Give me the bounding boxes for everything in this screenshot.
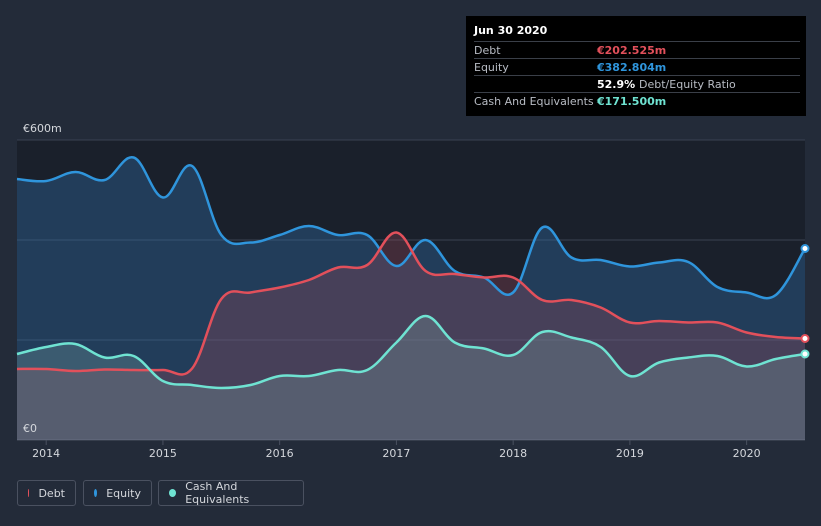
tooltip-cash-value: €171.500m	[597, 95, 667, 108]
x-tick-label: 2017	[382, 447, 410, 460]
label-layer: €0 €600m 2014 2015 2016 2017 2018 2019 2020	[23, 122, 761, 460]
legend-cash-label: Cash And Equivalents	[185, 480, 250, 506]
equity-dot-icon	[94, 489, 98, 497]
line-layer	[16, 156, 807, 390]
tooltip-equity-row: Equity €382.804m	[474, 58, 800, 76]
y-tick-label: €0	[23, 422, 37, 435]
equity-end-marker	[800, 244, 810, 253]
cash-dot-icon	[169, 489, 177, 497]
x-tick-label: 2015	[149, 447, 177, 460]
tooltip-debt-label: Debt	[474, 44, 501, 57]
legend-debt-label: Debt	[38, 486, 65, 500]
tooltip-ratio-value: 52.9%	[597, 78, 636, 91]
tooltip-equity-value: €382.804m	[597, 61, 667, 74]
x-tick-label: 2018	[499, 447, 527, 460]
cash-line	[16, 314, 806, 390]
tooltip-debt-value: €202.525m	[597, 44, 667, 57]
y-tick-label: €600m	[23, 122, 62, 135]
marker-layer	[800, 244, 810, 359]
legend-cash[interactable]: Cash And Equivalents	[158, 480, 304, 506]
legend-equity[interactable]: Equity	[83, 480, 152, 506]
debt-dot-icon	[28, 489, 30, 497]
x-tick-label: 2020	[733, 447, 761, 460]
tooltip-date: Jun 30 2020	[474, 24, 548, 37]
tooltip-ratio-row: 52.9% Debt/Equity Ratio	[474, 75, 800, 93]
debt-end-marker	[800, 334, 810, 343]
x-tick-label: 2014	[32, 447, 60, 460]
tooltip-ratio-label: Debt/Equity Ratio	[639, 78, 736, 91]
equity-area	[17, 157, 805, 441]
equity-line	[16, 156, 807, 300]
tooltip-panel: Jun 30 2020 Debt €202.525m Equity €382.8…	[466, 16, 806, 116]
legend-debt[interactable]: Debt	[17, 480, 76, 506]
tooltip-equity-label: Equity	[474, 61, 509, 74]
x-tick-label: 2019	[616, 447, 644, 460]
plot-background	[17, 140, 805, 440]
tooltip-debt-row: Debt €202.525m	[474, 41, 800, 59]
x-tick-label: 2016	[266, 447, 294, 460]
legend-equity-label: Equity	[106, 486, 141, 500]
cash-end-marker	[800, 349, 810, 359]
tooltip-ratio: 52.9% Debt/Equity Ratio	[597, 78, 736, 91]
tooltip-cash-label: Cash And Equivalents	[474, 95, 594, 108]
grid-layer	[17, 139, 805, 445]
cash-area	[17, 316, 805, 440]
tooltip-cash-row: Cash And Equivalents €171.500m	[474, 92, 800, 110]
